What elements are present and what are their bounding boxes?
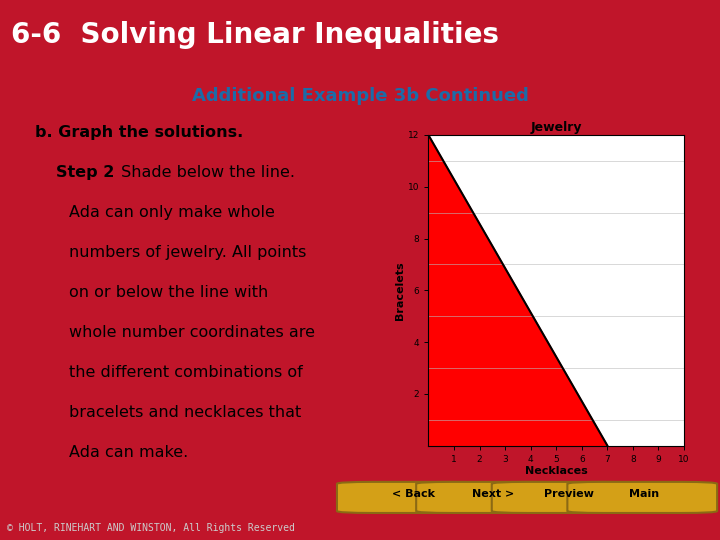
Text: < Back: < Back	[392, 489, 436, 500]
X-axis label: Necklaces: Necklaces	[525, 467, 588, 476]
Text: the different combinations of: the different combinations of	[69, 365, 303, 380]
Text: b. Graph the solutions.: b. Graph the solutions.	[35, 125, 243, 140]
Text: Shade below the line.: Shade below the line.	[116, 165, 294, 180]
FancyBboxPatch shape	[416, 482, 566, 513]
Polygon shape	[428, 135, 607, 446]
FancyBboxPatch shape	[337, 482, 487, 513]
Text: whole number coordinates are: whole number coordinates are	[69, 325, 315, 340]
Text: Additional Example 3b Continued: Additional Example 3b Continued	[192, 86, 528, 105]
Text: © HOLT, RINEHART AND WINSTON, All Rights Reserved: © HOLT, RINEHART AND WINSTON, All Rights…	[7, 523, 295, 533]
Text: Ada can make.: Ada can make.	[69, 445, 189, 460]
Text: Main: Main	[629, 489, 660, 500]
Text: numbers of jewelry. All points: numbers of jewelry. All points	[69, 245, 307, 260]
Text: Next >: Next >	[472, 489, 514, 500]
Text: Ada can only make whole: Ada can only make whole	[69, 205, 275, 220]
Text: Step 2: Step 2	[55, 165, 114, 180]
FancyBboxPatch shape	[492, 482, 642, 513]
Text: on or below the line with: on or below the line with	[69, 285, 269, 300]
Title: Jewelry: Jewelry	[531, 121, 582, 134]
Text: bracelets and necklaces that: bracelets and necklaces that	[69, 405, 302, 420]
Text: Preview: Preview	[544, 489, 594, 500]
Y-axis label: Bracelets: Bracelets	[395, 261, 405, 320]
Text: 6-6  Solving Linear Inequalities: 6-6 Solving Linear Inequalities	[11, 21, 499, 49]
FancyBboxPatch shape	[567, 482, 717, 513]
